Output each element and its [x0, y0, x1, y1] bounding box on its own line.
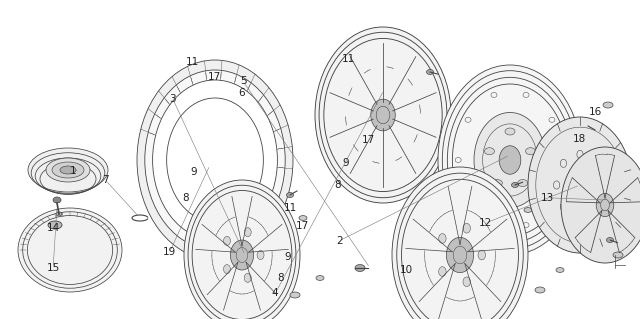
Text: 17: 17 — [208, 71, 221, 82]
Ellipse shape — [290, 292, 300, 298]
Ellipse shape — [613, 252, 623, 258]
Text: 16: 16 — [589, 107, 602, 117]
Ellipse shape — [455, 113, 463, 117]
Ellipse shape — [591, 128, 598, 132]
Ellipse shape — [596, 193, 614, 217]
Ellipse shape — [570, 171, 590, 199]
Ellipse shape — [315, 27, 451, 203]
Text: 18: 18 — [573, 134, 586, 144]
Ellipse shape — [463, 135, 473, 141]
Text: 9: 9 — [191, 167, 197, 177]
Ellipse shape — [392, 167, 528, 319]
Text: 11: 11 — [342, 54, 355, 64]
Ellipse shape — [257, 250, 264, 259]
Ellipse shape — [484, 148, 495, 155]
Text: 8: 8 — [182, 193, 189, 203]
Ellipse shape — [53, 197, 61, 203]
Text: 4: 4 — [272, 288, 278, 299]
Ellipse shape — [426, 70, 433, 75]
Ellipse shape — [152, 80, 277, 240]
Text: 2: 2 — [336, 236, 342, 246]
Ellipse shape — [145, 70, 285, 250]
Ellipse shape — [455, 157, 465, 163]
Ellipse shape — [607, 238, 614, 242]
Ellipse shape — [316, 276, 324, 280]
Ellipse shape — [355, 264, 365, 271]
Ellipse shape — [223, 236, 230, 245]
Ellipse shape — [18, 208, 122, 292]
Text: 11: 11 — [186, 57, 198, 67]
Ellipse shape — [46, 158, 90, 182]
Ellipse shape — [499, 146, 521, 174]
Text: 12: 12 — [479, 218, 492, 228]
Text: 5: 5 — [240, 76, 246, 86]
Ellipse shape — [287, 192, 294, 197]
Text: 7: 7 — [102, 175, 109, 185]
Ellipse shape — [518, 180, 528, 187]
Text: 17: 17 — [362, 135, 374, 145]
Ellipse shape — [56, 212, 62, 216]
Ellipse shape — [371, 99, 396, 131]
Ellipse shape — [223, 264, 230, 274]
Ellipse shape — [528, 117, 632, 253]
Ellipse shape — [505, 128, 515, 135]
Ellipse shape — [535, 287, 545, 293]
Text: 11: 11 — [284, 203, 297, 213]
Ellipse shape — [438, 234, 446, 243]
Ellipse shape — [474, 113, 546, 207]
Ellipse shape — [299, 216, 307, 220]
Ellipse shape — [556, 268, 564, 272]
Text: 14: 14 — [47, 223, 60, 233]
Text: 15: 15 — [47, 263, 60, 273]
Ellipse shape — [511, 182, 518, 188]
Text: 9: 9 — [342, 158, 349, 168]
Ellipse shape — [48, 221, 62, 229]
Text: 1: 1 — [70, 166, 77, 176]
Text: 8: 8 — [277, 272, 284, 283]
Ellipse shape — [52, 162, 84, 178]
Text: 8: 8 — [335, 180, 341, 190]
Ellipse shape — [525, 148, 536, 155]
Ellipse shape — [166, 98, 264, 222]
Text: 19: 19 — [163, 247, 176, 257]
Ellipse shape — [463, 277, 470, 287]
Ellipse shape — [492, 180, 502, 187]
Text: 10: 10 — [400, 264, 413, 275]
Ellipse shape — [478, 250, 486, 260]
Ellipse shape — [561, 147, 640, 263]
Ellipse shape — [438, 267, 446, 276]
Ellipse shape — [603, 102, 613, 108]
Ellipse shape — [447, 237, 474, 273]
Ellipse shape — [230, 240, 253, 270]
Text: 9: 9 — [285, 252, 291, 262]
Text: 3: 3 — [170, 94, 176, 104]
Ellipse shape — [524, 208, 532, 212]
Text: 13: 13 — [541, 193, 554, 203]
Ellipse shape — [463, 223, 470, 233]
Ellipse shape — [244, 228, 252, 237]
Ellipse shape — [60, 166, 76, 174]
Ellipse shape — [28, 148, 108, 192]
Ellipse shape — [244, 273, 252, 282]
Ellipse shape — [184, 180, 300, 319]
Ellipse shape — [438, 65, 582, 255]
Text: 6: 6 — [239, 87, 245, 98]
Ellipse shape — [137, 60, 293, 260]
Text: 17: 17 — [296, 221, 308, 232]
